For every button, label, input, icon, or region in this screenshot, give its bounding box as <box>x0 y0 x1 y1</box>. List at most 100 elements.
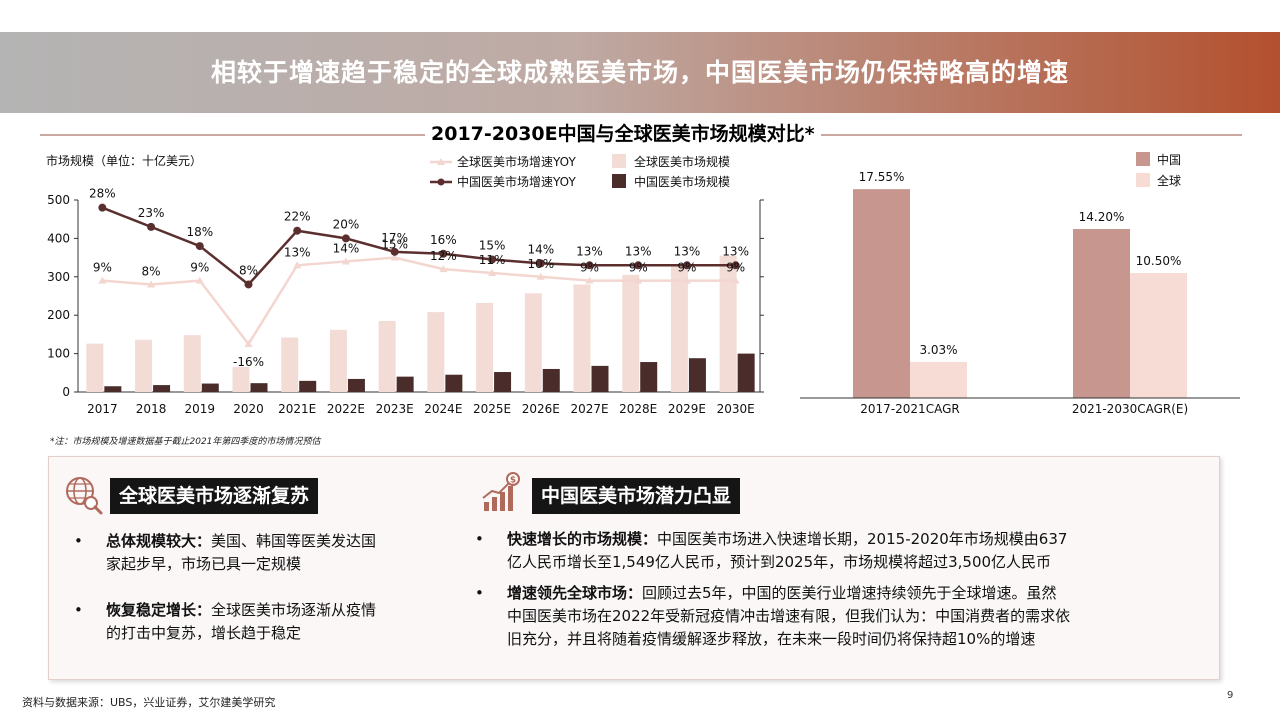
global-growth-label: 13% <box>284 245 311 259</box>
y-tick-label: 200 <box>47 308 70 322</box>
global-growth-label: 9% <box>580 261 599 275</box>
x-tick-label: 2026E <box>522 402 560 416</box>
global-growth-label: 12% <box>430 249 457 263</box>
global-growth-label: 9% <box>726 261 745 275</box>
title-banner: 相较于增速趋于稳定的全球成熟医美市场，中国医美市场仍保持略高的增速 <box>0 32 1280 113</box>
chart-footnote: *注：市场规模及增速数据基于截止2021年第四季度的市场情况预估 <box>50 437 321 447</box>
global-size-bar <box>135 339 153 392</box>
china-growth-label: 20% <box>333 217 360 231</box>
china-growth-point <box>682 261 691 270</box>
global-growth-point <box>682 276 691 284</box>
china-growth-point <box>390 247 399 256</box>
china-growth-label: 13% <box>722 244 749 258</box>
x-tick-label: 2024E <box>424 402 462 416</box>
china-growth-point <box>98 203 107 212</box>
global-cagr-bar <box>910 361 967 398</box>
china-size-bar <box>201 383 219 392</box>
china-size-bar <box>250 383 268 392</box>
china-size-bar <box>688 358 706 392</box>
global-size-bar <box>476 302 494 392</box>
x-tick-label: 2023E <box>376 402 414 416</box>
china-growth-point <box>585 261 594 270</box>
china-size-bar <box>396 376 414 392</box>
legend-global-size-label: 全球医美市场规模 <box>634 154 730 169</box>
bullet-text-line2: 的打击中复苏，增长趋于稳定 <box>106 624 302 642</box>
china-size-bar <box>591 365 609 392</box>
cagr-bars: 17.55% 3.03% 14.20% 10.50% <box>853 170 1187 398</box>
x-tick-label: 2028E <box>619 402 657 416</box>
global-growth-point <box>634 276 643 284</box>
legend-global-growth-marker <box>437 158 445 165</box>
bullet-text-line2: 中国医美市场在2022年受新冠疫情冲击增速有限，但我们认为：中国消费者的需求依 <box>507 607 1071 625</box>
cagr-legend-label: 中国 <box>1157 152 1181 167</box>
china-growth-point <box>195 242 204 251</box>
global-growth-line <box>102 256 736 347</box>
china-size-bar <box>347 378 365 392</box>
bullet-text: 美国、韩国等医美发达国 <box>211 532 377 550</box>
china-growth-point <box>244 280 253 289</box>
global-growth-point <box>195 276 204 284</box>
global-growth-label: 11% <box>479 253 506 267</box>
global-growth-label: 9% <box>93 261 112 275</box>
bullet-heading: 总体规模较大： <box>106 532 212 550</box>
china-growth-label: 13% <box>625 244 652 258</box>
right-bullet-2: • 增速领先全球市场：回顾过去5年，中国的医美行业增速持续领先于全球增速。虽然 … <box>475 582 1207 651</box>
china-growth-label: 22% <box>284 210 311 224</box>
global-growth-point <box>244 340 253 347</box>
line-series <box>98 203 740 347</box>
page-number: 9 <box>1227 690 1234 701</box>
y-tick-label: 100 <box>47 347 70 361</box>
global-growth-label: 8% <box>142 264 161 278</box>
cagr-axis: 2017-2021CAGR 2021-2030CAGR(E) <box>800 397 1240 416</box>
global-size-bar <box>524 293 542 392</box>
china-growth-point <box>536 259 545 268</box>
bullet-dot: • <box>74 532 83 550</box>
bullet-heading: 增速领先全球市场： <box>507 584 643 602</box>
x-tick-label: 2021E <box>278 402 316 416</box>
cagr-legend-swatch <box>1136 173 1150 187</box>
china-growth-label: 15% <box>479 239 506 253</box>
global-size-bar <box>427 312 445 392</box>
china-growth-point <box>341 234 350 243</box>
global-growth-label: 9% <box>677 261 696 275</box>
right-section-title: 中国医美市场潜力凸显 <box>532 478 741 514</box>
global-size-bar <box>573 284 591 392</box>
cagr-category-label: 2021-2030CAGR(E) <box>1072 402 1188 416</box>
legend-china-size-label: 中国医美市场规模 <box>634 174 730 189</box>
global-growth-label: 9% <box>629 261 648 275</box>
left-bullet-1: • 总体规模较大：美国、韩国等医美发达国 家起步早，市场已具一定规模 <box>74 530 456 576</box>
bullet-text-line3: 旧充分，并且将随着疫情缓解逐步释放，在未来一段时间仍将保持超10%的增速 <box>507 630 1036 648</box>
global-size-bar <box>281 337 299 392</box>
x-tick-label: 2027E <box>570 402 608 416</box>
global-growth-point <box>341 257 350 265</box>
china-size-bar <box>445 374 463 392</box>
global-cagr-label: 10.50% <box>1136 254 1182 268</box>
left-bullet-2: • 恢复稳定增长：全球医美市场逐渐从疫情 的打击中复苏，增长趋于稳定 <box>74 599 456 645</box>
x-tick-label: 2018 <box>136 402 167 416</box>
x-tick-label: 2020 <box>233 402 264 416</box>
china-growth-point <box>293 226 302 235</box>
global-growth-point <box>98 276 107 284</box>
y-tick-label: 0 <box>62 385 70 399</box>
cagr-legend-label: 全球 <box>1157 173 1181 188</box>
china-cagr-label: 14.20% <box>1079 210 1125 224</box>
growth-chart-icon: $ <box>482 472 520 511</box>
china-growth-label: 18% <box>186 225 213 239</box>
svg-text:$: $ <box>510 476 516 486</box>
bullet-heading: 快速增长的市场规模： <box>507 530 658 548</box>
left-section-title: 全球医美市场逐渐复苏 <box>110 478 319 514</box>
china-growth-label: 17% <box>381 231 408 245</box>
global-size-bar <box>378 320 396 392</box>
y-tick-label: 500 <box>47 193 70 207</box>
china-growth-label: 8% <box>239 263 258 277</box>
global-growth-label: 14% <box>333 241 360 255</box>
y-tick-label: 400 <box>47 231 70 245</box>
chart-axes: 0 100 200 300 400 500 2017 2018 2019 2020 2021E 202… <box>47 193 764 416</box>
china-growth-label: 23% <box>138 206 165 220</box>
global-size-bar <box>719 255 737 392</box>
bar-series <box>86 255 755 392</box>
global-growth-point <box>488 268 497 276</box>
